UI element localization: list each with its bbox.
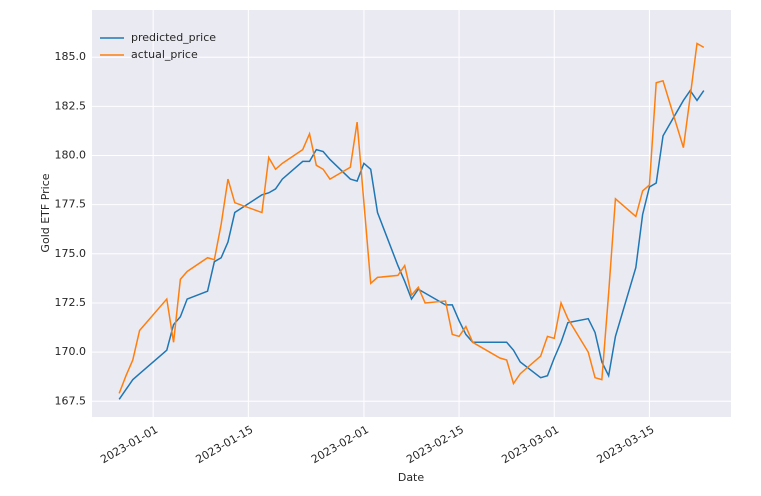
plot-area	[92, 10, 731, 417]
legend-label: actual_price	[131, 48, 198, 61]
x-tick-label: 2023-02-15	[404, 423, 466, 466]
legend-label: predicted_price	[131, 31, 216, 44]
x-axis-label: Date	[398, 471, 425, 484]
x-tick-label: 2023-01-01	[98, 423, 160, 466]
x-tick-label: 2023-01-15	[193, 423, 255, 466]
x-tick-label: 2023-02-01	[309, 423, 371, 466]
y-tick-label: 167.5	[55, 394, 87, 407]
y-tick-label: 172.5	[55, 296, 87, 309]
y-tick-label: 170.0	[55, 345, 87, 358]
y-tick-label: 177.5	[55, 198, 87, 211]
line-series	[118, 89, 705, 400]
y-axis-label: Gold ETF Price	[39, 173, 52, 252]
y-tick-label: 185.0	[55, 50, 87, 63]
line-series	[118, 42, 705, 394]
x-tick-label: 2023-03-01	[499, 423, 561, 466]
y-tick-label: 175.0	[55, 247, 87, 260]
x-tick-label: 2023-03-15	[595, 423, 657, 466]
y-tick-label: 180.0	[55, 148, 87, 161]
y-tick-label: 182.5	[55, 99, 87, 112]
legend: predicted_price actual_price	[100, 31, 216, 61]
